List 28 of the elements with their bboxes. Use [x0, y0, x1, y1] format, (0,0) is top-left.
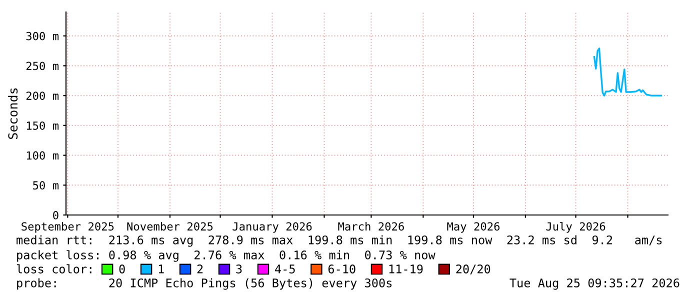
legend-label: 0 [119, 264, 125, 274]
x-tick-label: September 2025 [22, 222, 114, 233]
y-tick-label: 0 [53, 211, 58, 220]
y-axis-title: Seconds [8, 88, 18, 139]
y-tick-label: 100 m [26, 151, 59, 160]
x-tick-label: January 2026 [232, 222, 312, 233]
text: probe: 20 ICMP Echo Pings (56 Bytes) every 300s [17, 278, 392, 290]
legend-label: 3 [236, 264, 242, 274]
legend-label: 20/20 [456, 264, 490, 274]
y-tick-label: 250 m [26, 62, 59, 70]
x-tick-label: November 2025 [127, 222, 213, 231]
legend-label: 11-19 [389, 264, 423, 274]
legend-title: loss color: [16, 264, 92, 274]
text: median rtt: 213.6 ms avg 278.9 ms max 199.8 ms min 199.8 ms now 23.2 ms sd 9.2 am/s [16, 235, 662, 247]
line-series [593, 48, 662, 96]
x-tick-label: May 2026 [447, 222, 500, 233]
y-tick-label: 200 m [26, 92, 59, 100]
text: packet loss: 0.98 % avg 2.76 % max 0.16 % min 0.73 % now [17, 250, 436, 262]
y-tick-label: 150 m [26, 121, 59, 130]
legend-label: 2 [197, 264, 203, 274]
y-tick-label: 50 m [33, 181, 59, 190]
legend-label: 1 [158, 264, 164, 274]
legend-label: 4-5 [275, 264, 295, 274]
text: Tue Aug 25 09:35:27 2026 [510, 278, 680, 290]
y-tick-label: 300 m [26, 32, 59, 40]
legend-label: 6-10 [328, 264, 356, 274]
x-tick-label: July 2026 [546, 222, 606, 233]
x-tick-label: March 2026 [338, 222, 404, 231]
